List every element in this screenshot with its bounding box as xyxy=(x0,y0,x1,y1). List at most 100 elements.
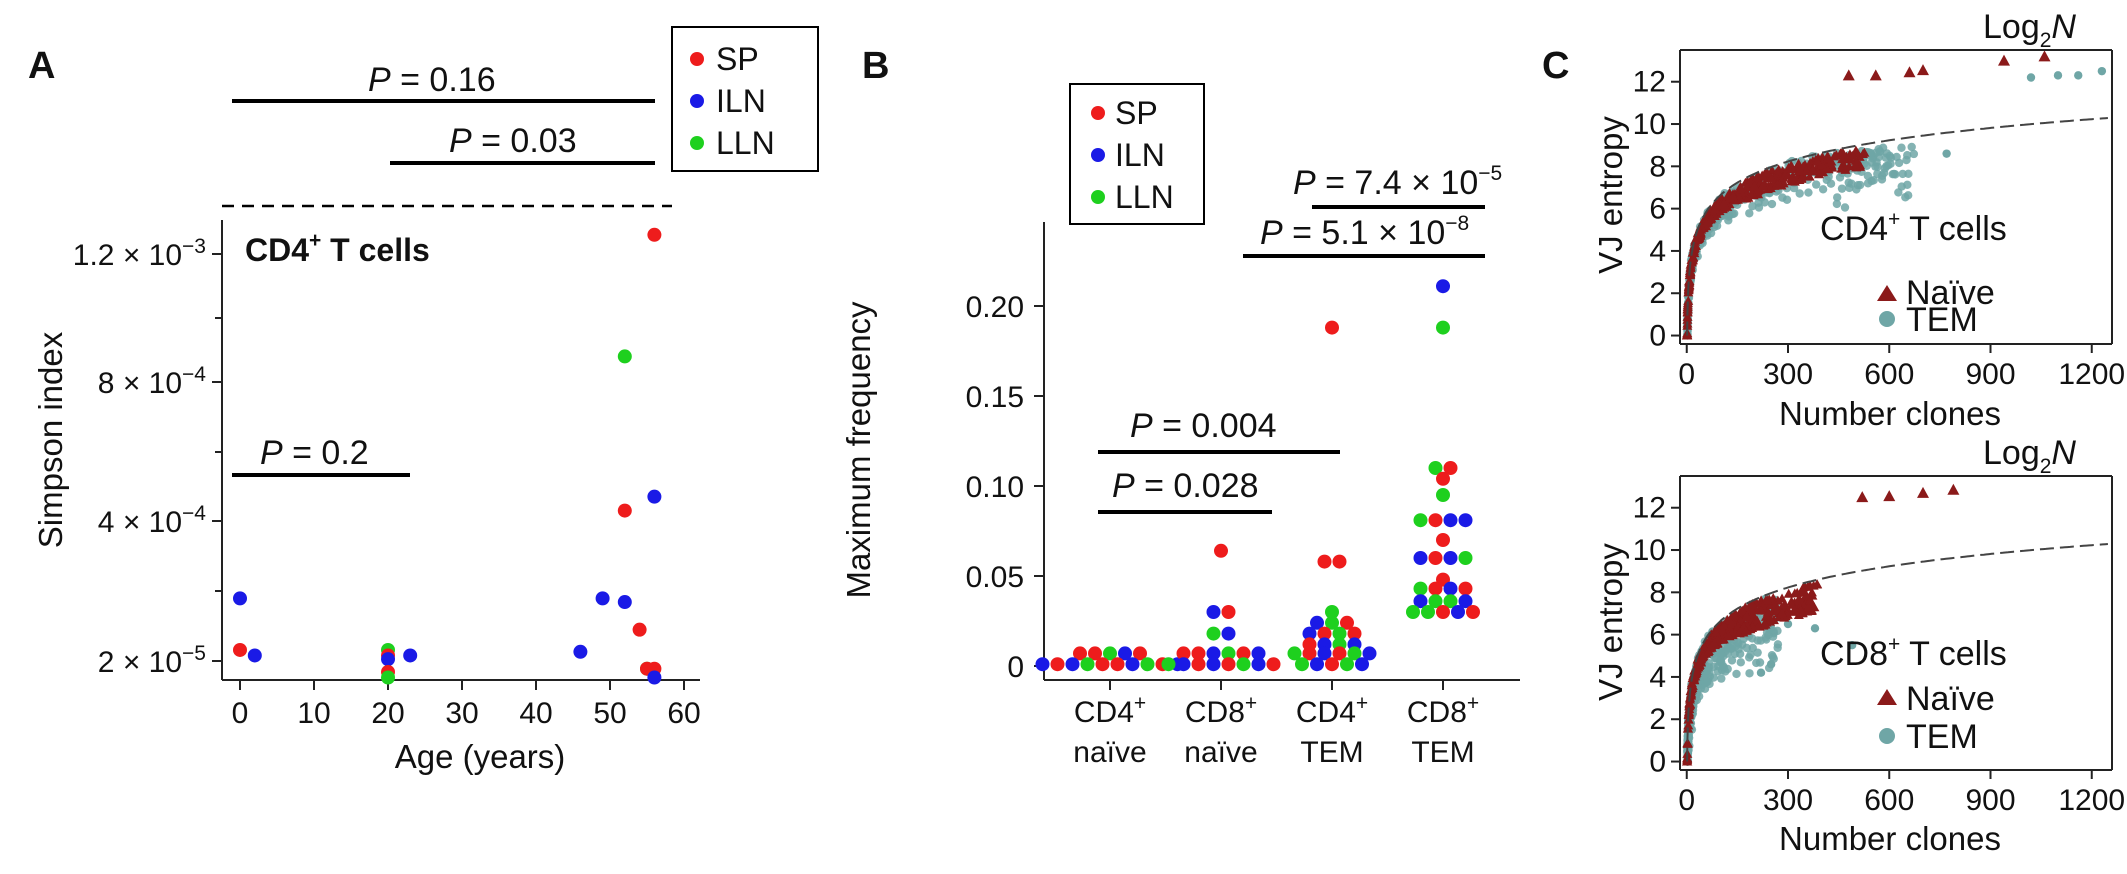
panel-b: B SP ILN LLN 0 0.05 0.10 0.15 0.20 xyxy=(840,45,1520,769)
naive-point-c-1-359 xyxy=(1693,660,1704,670)
y-tick-label-b-4: 0.20 xyxy=(966,291,1024,324)
naive-point-c-0-278 xyxy=(1683,295,1694,305)
legend-b-label-iln: ILN xyxy=(1115,137,1165,173)
point-a-8 xyxy=(403,648,418,663)
point-b-82 xyxy=(1443,594,1458,609)
naive-point-c-0-328 xyxy=(1758,180,1769,190)
naive-point-c-1-320 xyxy=(1772,604,1783,614)
legend-a: SP ILN LLN xyxy=(671,26,819,172)
tem-point-c-0-407 xyxy=(1892,152,1901,162)
point-b-24 xyxy=(1236,646,1251,661)
point-b-43 xyxy=(1332,626,1347,641)
point-b-51 xyxy=(1317,646,1332,661)
point-b-27 xyxy=(1176,657,1191,672)
naive-point-c-1-342 xyxy=(1709,638,1720,648)
naive-point-c-0-269 xyxy=(1831,150,1842,160)
x-tick-label-c-1-1: 300 xyxy=(1763,784,1813,817)
naive-point-c-1-301 xyxy=(1783,605,1794,615)
tem-point-c-0-278 xyxy=(1880,164,1890,173)
naive-point-c-0-202 xyxy=(1793,158,1804,168)
tem-point-c-0-169 xyxy=(1886,159,1895,169)
point-b-16 xyxy=(1206,605,1221,619)
legend-a-label-sp: SP xyxy=(716,41,759,77)
point-b-84 xyxy=(1406,605,1420,619)
inset-label-c-top: CD4+ T cells xyxy=(1820,208,2007,248)
naive-point-c-0-240 xyxy=(1765,183,1776,193)
point-b-22 xyxy=(1206,646,1221,661)
x-tick-label-c-0-2: 600 xyxy=(1864,358,1914,391)
point-b-29 xyxy=(1206,657,1221,672)
tem-point-c-0-412 xyxy=(1725,211,1734,220)
tem-point-c-0-172 xyxy=(1795,189,1804,198)
naive-point-c-0-356 xyxy=(1728,191,1739,201)
x-tick-label-c-1-2: 600 xyxy=(1864,784,1914,817)
point-b-86 xyxy=(1436,605,1450,619)
naive-point-c-0-351 xyxy=(1696,223,1707,233)
point-b-69 xyxy=(1458,513,1473,528)
comparison-label-b-3: P = 5.1 × 10−8 xyxy=(1260,212,1469,252)
y-tick-label-b-0: 0 xyxy=(1007,651,1024,684)
y-tick-label-c-0-4: 8 xyxy=(1649,150,1666,183)
y-tick-label-c-1-6: 12 xyxy=(1633,492,1666,525)
naive-point-c-1-338 xyxy=(1684,700,1695,710)
curve-label-c-top: Log2N xyxy=(1983,8,2076,52)
legend-c-bottom-label-tem: TEM xyxy=(1906,718,1978,756)
y-tick-label-c-1-3: 6 xyxy=(1649,619,1666,652)
point-b-59 xyxy=(1355,657,1369,672)
x-tick-label-a-0: 0 xyxy=(232,697,249,730)
tem-point-c-0-261 xyxy=(1826,179,1836,188)
y-tick-label-c-1-2: 4 xyxy=(1649,661,1666,694)
legend-b: SP ILN LLN xyxy=(1069,83,1205,225)
point-b-72 xyxy=(1428,551,1443,565)
point-b-30 xyxy=(1221,657,1236,672)
tem-point-c-1-109 xyxy=(1755,658,1765,667)
tem-point-c-0-376 xyxy=(1745,209,1754,218)
point-b-76 xyxy=(1413,581,1428,596)
y-tick-label-b-1: 0.05 xyxy=(966,561,1024,594)
tem-point-c-0-327 xyxy=(1832,199,1842,209)
y-ticks-c-top: 0 2 4 6 8 10 12 xyxy=(1633,66,1680,353)
legend-a-marker-lln xyxy=(690,136,704,150)
naive-anchor-c-1-2 xyxy=(1883,490,1896,502)
naive-point-c-1-336 xyxy=(1686,680,1697,690)
legend-a-marker-iln xyxy=(690,94,704,108)
point-b-0 xyxy=(1073,646,1087,661)
tem-point-c-0-11 xyxy=(1909,149,1919,159)
tem-anchor-c-1-2 xyxy=(1783,619,1793,629)
tem-point-c-0-268 xyxy=(1903,191,1913,200)
naive-point-c-1-358 xyxy=(1747,598,1758,608)
x-tick-label-a-2: 20 xyxy=(371,697,404,730)
naive-point-c-1-249 xyxy=(1737,605,1748,615)
legend-c-bottom-marker-tem xyxy=(1879,728,1895,744)
x-tick-label-a-3: 30 xyxy=(445,697,478,730)
naive-point-c-1-355 xyxy=(1723,630,1734,640)
y-tick-label-a-0: 2 × 10−5 xyxy=(98,642,206,679)
tem-point-c-1-386 xyxy=(1768,652,1778,661)
y-tick-label-a-3: 1.2 × 10−3 xyxy=(73,235,206,272)
legend-b-marker-sp xyxy=(1091,106,1105,120)
point-b-80 xyxy=(1413,594,1428,609)
x-tick-label-b-2-line2: TEM xyxy=(1300,736,1363,769)
tem-point-c-0-398 xyxy=(1875,147,1885,156)
y-tick-label-c-0-2: 4 xyxy=(1649,235,1666,268)
naive-point-c-0-359 xyxy=(1706,213,1717,223)
point-b-83 xyxy=(1458,594,1473,609)
point-b-11 xyxy=(1125,657,1140,672)
tem-point-c-0-38 xyxy=(1832,193,1842,202)
naive-point-c-0-308 xyxy=(1816,159,1827,169)
x-tick-label-b-1-line2: naïve xyxy=(1184,736,1257,769)
tem-point-c-0-384 xyxy=(1748,201,1757,211)
naive-point-c-1-352 xyxy=(1746,603,1757,613)
naive-point-c-1-334 xyxy=(1795,605,1806,615)
legend-b-marker-iln xyxy=(1091,148,1105,162)
point-b-39 xyxy=(1325,615,1339,630)
tem-point-c-0-350 xyxy=(1818,185,1828,194)
naive-point-c-0-354 xyxy=(1695,227,1706,237)
point-a-17 xyxy=(647,489,662,504)
point-b-78 xyxy=(1443,581,1458,596)
naive-point-c-1-310 xyxy=(1682,738,1693,748)
naive-point-c-1-341 xyxy=(1747,609,1758,619)
y-tick-label-b-2: 0.10 xyxy=(966,471,1024,504)
y-tick-label-c-0-0: 0 xyxy=(1649,320,1666,353)
y-tick-label-c-0-5: 10 xyxy=(1633,108,1666,141)
